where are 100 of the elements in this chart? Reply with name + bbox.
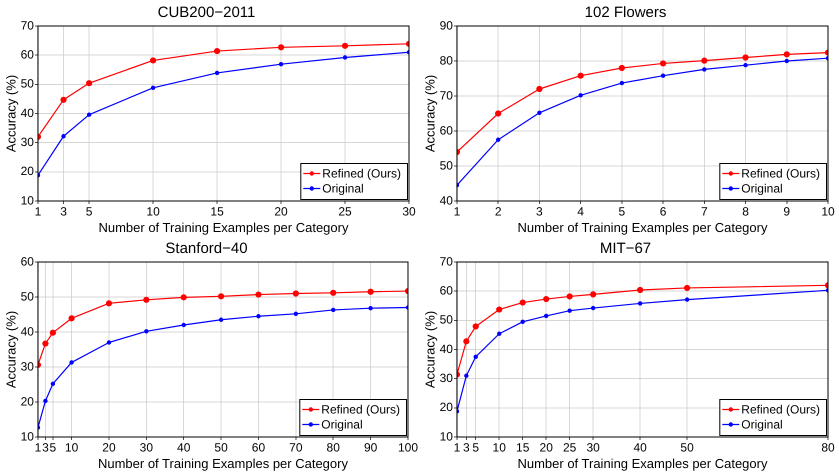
point [637, 286, 644, 294]
point [150, 86, 156, 90]
point [342, 55, 348, 60]
y-tick-label: 10 [20, 193, 34, 208]
x-tick-label: 6 [660, 204, 667, 219]
y-tick-label: 20 [440, 400, 454, 414]
point [278, 44, 284, 50]
x-tick-label: 3 [60, 204, 68, 219]
y-tick-label: 60 [20, 47, 34, 62]
y-tick-label: 10 [20, 429, 34, 444]
x-tick-label: 10 [492, 440, 506, 455]
point [144, 329, 149, 334]
x-axis-title: Number of Training Examples per Category [517, 456, 768, 471]
point [784, 58, 789, 64]
y-tick-label: 90 [440, 18, 454, 32]
point [544, 314, 548, 318]
point [701, 58, 708, 64]
point [543, 296, 550, 302]
point [278, 62, 284, 66]
point [536, 86, 543, 92]
x-tick-label: 20 [540, 440, 554, 455]
x-tick-label: 30 [140, 440, 154, 455]
point [60, 96, 67, 103]
point [520, 320, 525, 324]
y-axis-title: Accuracy (%) [422, 310, 438, 388]
point [218, 318, 224, 322]
y-tick-label: 10 [440, 429, 454, 444]
y-tick-label: 40 [440, 193, 454, 208]
point [69, 360, 74, 365]
point [50, 330, 56, 336]
y-tick-label: 30 [20, 134, 34, 149]
chart-title: 102 Flowers [584, 4, 666, 22]
point [537, 110, 542, 115]
legend-label: Original [321, 417, 363, 432]
point [784, 51, 790, 58]
point [660, 60, 666, 67]
y-tick-label: 50 [20, 289, 34, 304]
x-tick-label: 1 [454, 440, 461, 455]
x-tick-label: 10 [64, 440, 79, 455]
x-tick-label: 15 [210, 204, 224, 219]
chart-title: Stanford−40 [165, 240, 248, 258]
x-tick-label: 10 [821, 204, 835, 219]
x-tick-label: 3 [42, 440, 50, 455]
point [214, 70, 220, 76]
legend-label: Refined (Ours) [741, 402, 820, 416]
point [218, 293, 224, 300]
x-tick-label: 5 [50, 440, 57, 455]
x-tick-label: 2 [494, 204, 502, 219]
x-axis-title: Number of Training Examples per Category [517, 220, 768, 235]
point [742, 54, 749, 61]
point [182, 322, 186, 328]
x-tick-label: 9 [783, 204, 790, 219]
y-tick-label: 70 [440, 254, 454, 268]
y-axis-title: Accuracy (%) [3, 74, 18, 152]
point [68, 315, 75, 322]
point [495, 110, 502, 117]
x-tick-label: 50 [680, 440, 694, 455]
chart-title: MIT−67 [600, 240, 652, 258]
y-tick-label: 50 [440, 158, 454, 172]
point [43, 398, 48, 404]
point [620, 80, 624, 86]
x-tick-label: 5 [86, 204, 93, 219]
point [42, 340, 49, 347]
point [497, 332, 502, 336]
point [474, 354, 478, 359]
point [566, 293, 573, 300]
point [618, 64, 625, 72]
y-tick-label: 60 [440, 283, 454, 298]
point [50, 382, 56, 386]
point [590, 291, 596, 298]
x-tick-label: 5 [618, 204, 626, 219]
y-tick-label: 50 [20, 76, 34, 91]
x-tick-label: 1 [34, 440, 42, 455]
x-tick-label: 10 [146, 204, 160, 219]
x-tick-label: 15 [516, 440, 530, 455]
y-tick-label: 20 [20, 164, 34, 178]
point [684, 284, 690, 292]
y-tick-label: 40 [20, 324, 34, 338]
x-tick-label: 1 [454, 204, 461, 219]
point [106, 300, 112, 306]
y-tick-label: 60 [440, 123, 454, 138]
x-axis-title: Number of Training Examples per Category [98, 456, 348, 471]
legend-label: Original [741, 181, 783, 196]
legend-label: Refined (Ours) [322, 166, 402, 180]
point [342, 42, 348, 49]
point [472, 323, 479, 330]
x-tick-label: 30 [586, 440, 600, 455]
x-tick-label: 70 [289, 440, 303, 455]
point [86, 80, 92, 86]
y-tick-label: 60 [20, 254, 34, 268]
x-tick-label: 30 [402, 204, 416, 219]
point [702, 67, 707, 72]
x-tick-label: 20 [274, 204, 288, 219]
x-tick-label: 25 [338, 204, 352, 219]
point [590, 306, 596, 310]
point [578, 93, 583, 98]
y-axis-title: Accuracy (%) [3, 310, 18, 388]
point [496, 138, 500, 142]
x-tick-label: 40 [177, 440, 191, 455]
x-tick-label: 1 [34, 204, 42, 219]
